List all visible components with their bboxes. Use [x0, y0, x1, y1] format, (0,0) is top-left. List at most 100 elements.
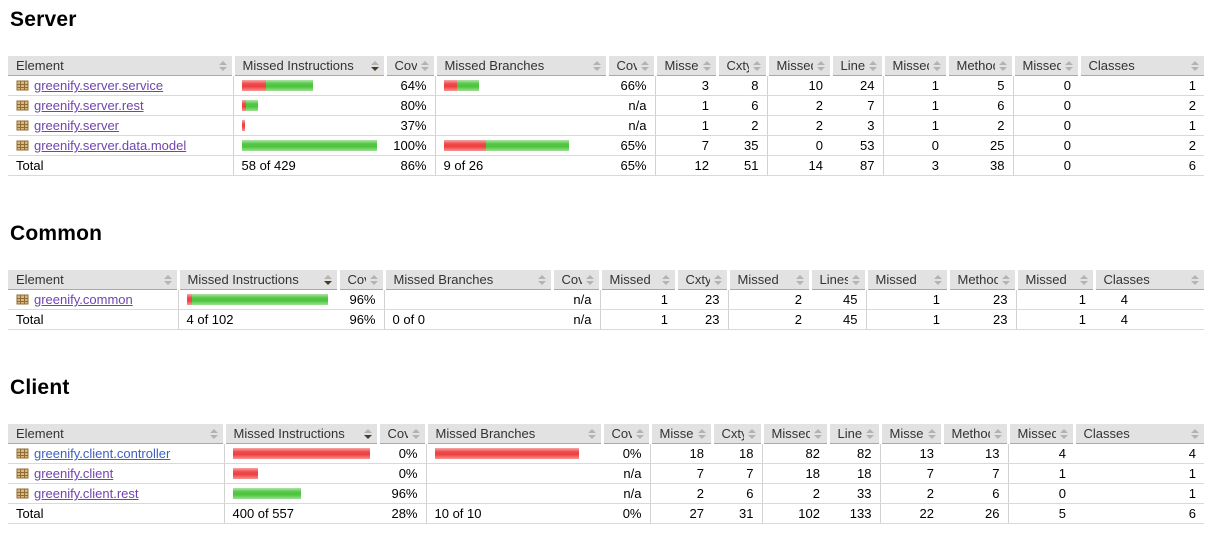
column-header-missed-instructions[interactable]: Missed Instructions [222, 424, 378, 444]
column-header-methods[interactable]: Methods [946, 270, 1016, 290]
column-header-missed-methods[interactable]: Missed [878, 424, 942, 444]
column-header-label: Cov. [394, 58, 417, 73]
package-link[interactable]: greenify.server [34, 118, 120, 133]
missed-cxty-cell: 7 [649, 463, 712, 484]
column-header-missed-instructions[interactable]: Missed Instructions [176, 270, 338, 290]
element-cell: greenify.server.data.model [8, 135, 233, 156]
package-link[interactable]: greenify.client [34, 466, 114, 481]
column-header-methods[interactable]: Methods [940, 424, 1008, 444]
missed-instructions-cell [232, 115, 385, 136]
column-header-missed-methods[interactable]: Missed [881, 56, 947, 76]
column-header-missed-lines[interactable]: Missed [726, 270, 810, 290]
lines-cell: 82 [828, 443, 880, 464]
package-link[interactable]: greenify.server.service [34, 78, 164, 93]
total-missed-classes-cell: 0 [1012, 155, 1079, 176]
missed-lines-cell: 2 [766, 95, 831, 116]
column-header-missed-lines[interactable]: Missed [765, 56, 831, 76]
bar-red-segment [232, 448, 370, 459]
table-row: greenify.server.rest 80% n/a 1 6 2 7 1 6 0 2 [8, 95, 1204, 116]
sort-icon [702, 60, 711, 71]
missed-methods-cell: 1 [882, 95, 947, 116]
column-header-missed-instructions[interactable]: Missed Instructions [231, 56, 385, 76]
column-header-classes[interactable]: Classes [1092, 270, 1204, 290]
sort-icon [752, 60, 761, 71]
sort-icon [713, 274, 722, 285]
package-link[interactable]: greenify.client.rest [34, 486, 139, 501]
package-link[interactable]: greenify.common [34, 292, 133, 307]
missed-methods-cell: 2 [879, 483, 942, 504]
missed-branches-cell [425, 463, 602, 484]
column-header-label: Missed [1017, 426, 1056, 441]
column-header-label: Lines [837, 426, 862, 441]
missed-classes-cell: 1 [1007, 463, 1074, 484]
column-header-lines[interactable]: Lines [829, 56, 883, 76]
total-missed-instructions-cell: 58 of 429 [232, 155, 385, 176]
sort-icon [1191, 60, 1199, 71]
table-row: greenify.server.service 64% 66% 3 8 10 24 1 5 0 1 [8, 75, 1204, 96]
branch-coverage-cell: n/a [607, 95, 655, 116]
package-icon [16, 140, 29, 151]
table-foot: Total 400 of 557 28% 10 of 10 0% 27 31 102 133 22… [8, 503, 1204, 524]
column-header-label: Lines [840, 58, 865, 73]
column-header-missed-branches[interactable]: Missed Branches [433, 56, 607, 76]
column-header-missed-methods[interactable]: Missed [864, 270, 948, 290]
total-branch-coverage-cell: 65% [607, 155, 655, 176]
methods-cell: 7 [942, 463, 1008, 484]
column-header-classes[interactable]: Classes [1077, 56, 1204, 76]
table-row: greenify.client.controller 0% 0% 18 18 82 82 13… [8, 443, 1204, 464]
column-header-element[interactable]: Element [8, 56, 233, 76]
column-header-branch-coverage[interactable]: Cov. [605, 56, 655, 76]
column-header-instruction-coverage[interactable]: Cov. [383, 56, 435, 76]
column-header-label: Cov. [387, 426, 408, 441]
package-link[interactable]: greenify.client.controller [34, 446, 171, 461]
column-header-label: Missed Instructions [187, 272, 299, 287]
coverage-bar [443, 139, 600, 152]
column-header-missed-cxty[interactable]: Missed [653, 56, 717, 76]
package-link[interactable]: greenify.server.data.model [34, 138, 187, 153]
column-header-classes[interactable]: Classes [1072, 424, 1204, 444]
total-instruction-coverage-cell: 28% [378, 503, 426, 524]
column-header-branch-coverage[interactable]: Cov. [600, 424, 650, 444]
column-header-missed-classes[interactable]: Missed [1011, 56, 1079, 76]
sort-icon [370, 60, 379, 71]
column-header-cxty[interactable]: Cxty [710, 424, 762, 444]
table-row: greenify.common 96% n/a 1 23 2 45 1 23 1 4 [8, 289, 1204, 310]
table-body: greenify.server.service 64% 66% 3 8 10 24 1 5 0 1 g… [8, 75, 1204, 156]
column-header-cxty[interactable]: Cxty [674, 270, 728, 290]
missed-cxty-cell: 2 [649, 483, 712, 504]
column-header-instruction-coverage[interactable]: Cov. [336, 270, 384, 290]
column-header-instruction-coverage[interactable]: Cov. [376, 424, 426, 444]
column-header-missed-cxty[interactable]: Missed [598, 270, 676, 290]
column-header-missed-cxty[interactable]: Missed [648, 424, 712, 444]
cxty-cell: 35 [717, 135, 767, 156]
column-header-branch-coverage[interactable]: Cov. [550, 270, 600, 290]
column-header-methods[interactable]: Methods [945, 56, 1013, 76]
column-header-lines[interactable]: Lines [808, 270, 866, 290]
bar-green-segment [456, 80, 479, 91]
header-row: Element Missed Instructions Cov. Missed Bra… [8, 270, 1204, 290]
missed-classes-cell: 0 [1012, 95, 1079, 116]
column-header-missed-classes[interactable]: Missed [1006, 424, 1074, 444]
column-header-missed-branches[interactable]: Missed Branches [382, 270, 552, 290]
column-header-element[interactable]: Element [8, 424, 224, 444]
bar-green-segment [485, 140, 569, 151]
column-header-label: Methods [957, 272, 998, 287]
bar-red-segment [434, 448, 579, 459]
classes-cell: 2 [1079, 95, 1204, 116]
sort-icon [993, 428, 1002, 439]
column-header-lines[interactable]: Lines [826, 424, 880, 444]
package-link[interactable]: greenify.server.rest [34, 98, 144, 113]
header-row: Element Missed Instructions Cov. Missed Bra… [8, 424, 1204, 444]
column-header-element[interactable]: Element [8, 270, 178, 290]
coverage-bar [232, 467, 371, 480]
column-header-cxty[interactable]: Cxty [715, 56, 767, 76]
sort-icon [1001, 274, 1010, 285]
column-header-label: Missed Branches [435, 426, 536, 441]
column-header-missed-classes[interactable]: Missed [1014, 270, 1094, 290]
methods-cell: 2 [947, 115, 1013, 136]
column-header-missed-branches[interactable]: Missed Branches [424, 424, 602, 444]
total-element-cell: Total [8, 503, 224, 524]
column-header-missed-lines[interactable]: Missed [760, 424, 828, 444]
total-element-cell: Total [8, 155, 233, 176]
classes-cell: 1 [1079, 115, 1204, 136]
